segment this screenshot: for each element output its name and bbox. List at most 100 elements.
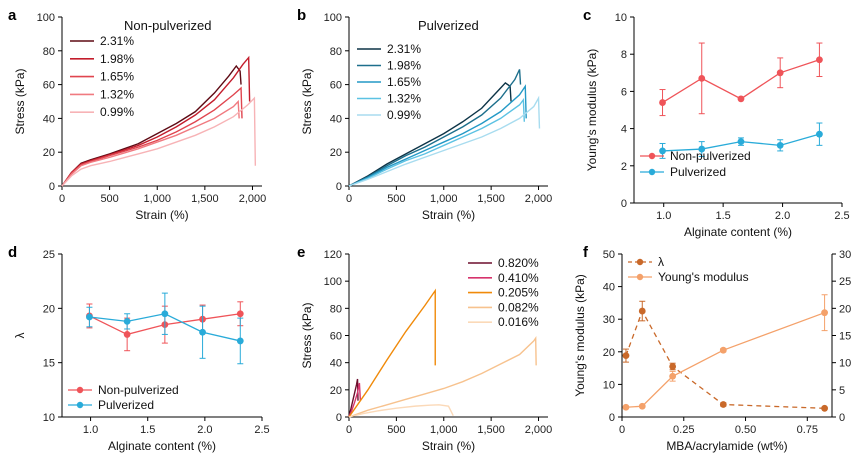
x-tick-label: 1,000 bbox=[430, 424, 458, 436]
x-tick-label: 0.50 bbox=[735, 424, 756, 436]
x-tick-label: 2.5 bbox=[254, 424, 269, 436]
y-axis-label: λ bbox=[13, 333, 27, 339]
y-tick-label: 2 bbox=[621, 161, 627, 173]
panel-a: a 0 500 1,000 1,500 2,000 0 20 40 60 80 100 Strain (… bbox=[8, 7, 266, 222]
data-point bbox=[659, 147, 666, 155]
legend-label: Pulverized bbox=[98, 398, 154, 412]
x-tick-label: 1.0 bbox=[83, 424, 98, 436]
y-tick-label: 60 bbox=[43, 80, 55, 92]
x-tick-label: 0 bbox=[346, 424, 352, 436]
y-right-tick-label: 5 bbox=[839, 385, 845, 397]
y-tick-label: 50 bbox=[603, 249, 615, 261]
legend-label: Young's modulus bbox=[658, 270, 749, 284]
x-tick-label: 1,000 bbox=[430, 193, 458, 205]
series-line bbox=[61, 86, 243, 187]
y-tick-label: 100 bbox=[37, 12, 55, 24]
y-tick-label: 40 bbox=[330, 358, 342, 370]
y-tick-label: 8 bbox=[621, 49, 627, 61]
legend-label: 1.98% bbox=[387, 59, 421, 73]
y-tick-label: 10 bbox=[603, 379, 615, 391]
x-axis-label: Strain (%) bbox=[422, 208, 475, 222]
data-point bbox=[816, 56, 823, 64]
x-tick-label: 2.0 bbox=[197, 424, 212, 436]
legend-label: 0.205% bbox=[498, 286, 539, 300]
panel-letter: a bbox=[8, 7, 17, 24]
legend-marker bbox=[636, 273, 644, 281]
y-right-tick-label: 10 bbox=[839, 358, 851, 370]
x-tick-label: 0 bbox=[59, 193, 65, 205]
y-right-tick-label: 25 bbox=[839, 276, 851, 288]
series-line bbox=[348, 382, 362, 418]
y-tick-label: 60 bbox=[330, 80, 342, 92]
y-tick-label: 100 bbox=[324, 12, 342, 24]
data-point bbox=[86, 313, 93, 321]
y-tick-label: 25 bbox=[43, 249, 55, 261]
x-tick-label: 0.75 bbox=[797, 424, 818, 436]
legend-label: λ bbox=[658, 255, 664, 269]
data-point bbox=[622, 352, 630, 360]
data-point bbox=[737, 138, 745, 146]
x-axis-label: Alginate content (%) bbox=[108, 439, 216, 453]
x-tick-label: 2.5 bbox=[834, 210, 849, 222]
legend-label: 0.082% bbox=[498, 300, 539, 314]
legend-label: 0.99% bbox=[100, 105, 134, 119]
series-line bbox=[348, 69, 522, 187]
data-point bbox=[659, 99, 666, 106]
data-point bbox=[199, 328, 206, 336]
legend-label: 2.31% bbox=[387, 42, 421, 56]
series-line bbox=[348, 95, 541, 187]
x-axis-label: MBA/acrylamide (wt%) bbox=[666, 439, 787, 453]
legend-marker bbox=[648, 152, 656, 160]
data-point bbox=[123, 317, 131, 325]
y-tick-label: 0 bbox=[336, 412, 342, 424]
data-point bbox=[161, 310, 169, 318]
legend-label: 2.31% bbox=[100, 34, 134, 48]
data-point bbox=[669, 372, 677, 380]
y-right-tick-label: 0 bbox=[839, 412, 845, 424]
data-point bbox=[622, 403, 630, 411]
y-tick-label: 120 bbox=[324, 249, 342, 261]
series-line bbox=[61, 99, 240, 187]
x-tick-label: 1,500 bbox=[191, 193, 219, 205]
data-point bbox=[669, 363, 677, 370]
y-tick-label: 40 bbox=[603, 282, 615, 294]
series-line bbox=[61, 55, 251, 187]
x-tick-label: 500 bbox=[387, 424, 405, 436]
legend-label: 0.016% bbox=[498, 315, 539, 329]
series-line bbox=[348, 81, 512, 187]
y-tick-label: 6 bbox=[621, 86, 627, 98]
panel-f: f 0 0.25 0.50 0.75 0 10 20 30 40 50 0 5 10 15 20 25 30 MBA… bbox=[573, 244, 851, 453]
series-line bbox=[348, 84, 527, 187]
legend-label: 1.65% bbox=[387, 75, 421, 89]
x-tick-label: 0.25 bbox=[673, 424, 694, 436]
y-tick-label: 20 bbox=[603, 347, 615, 359]
series-line bbox=[625, 312, 825, 408]
data-point bbox=[821, 404, 828, 412]
x-tick-label: 1,500 bbox=[477, 193, 505, 205]
panel-title: Pulverized bbox=[418, 18, 479, 33]
panel-e: e 0 500 1,000 1,500 2,000 0 20 40 60 80 100 120 Strai… bbox=[297, 244, 552, 453]
y-tick-label: 40 bbox=[43, 113, 55, 125]
legend-marker bbox=[636, 258, 644, 266]
panel-letter: c bbox=[583, 7, 591, 24]
legend-label: 1.98% bbox=[100, 52, 134, 66]
data-point bbox=[776, 141, 784, 149]
y-tick-label: 40 bbox=[330, 113, 342, 125]
legend-label: 0.99% bbox=[387, 108, 421, 122]
legend-label: 0.410% bbox=[498, 271, 539, 285]
x-tick-label: 1,500 bbox=[477, 424, 505, 436]
data-point bbox=[698, 74, 706, 82]
y-right-tick-label: 30 bbox=[839, 249, 851, 261]
y-tick-label: 10 bbox=[43, 412, 55, 424]
legend-label: Pulverized bbox=[670, 165, 726, 179]
legend-label: 0.820% bbox=[498, 256, 539, 270]
y-tick-label: 100 bbox=[324, 276, 342, 288]
y-tick-label: 60 bbox=[330, 331, 342, 343]
legend-label: Non-pulverized bbox=[98, 383, 179, 397]
y-tick-label: 80 bbox=[43, 46, 55, 58]
y-right-tick-label: 20 bbox=[839, 303, 851, 315]
data-point bbox=[123, 331, 131, 338]
legend-label: 1.65% bbox=[100, 70, 134, 84]
x-tick-label: 0 bbox=[619, 424, 625, 436]
